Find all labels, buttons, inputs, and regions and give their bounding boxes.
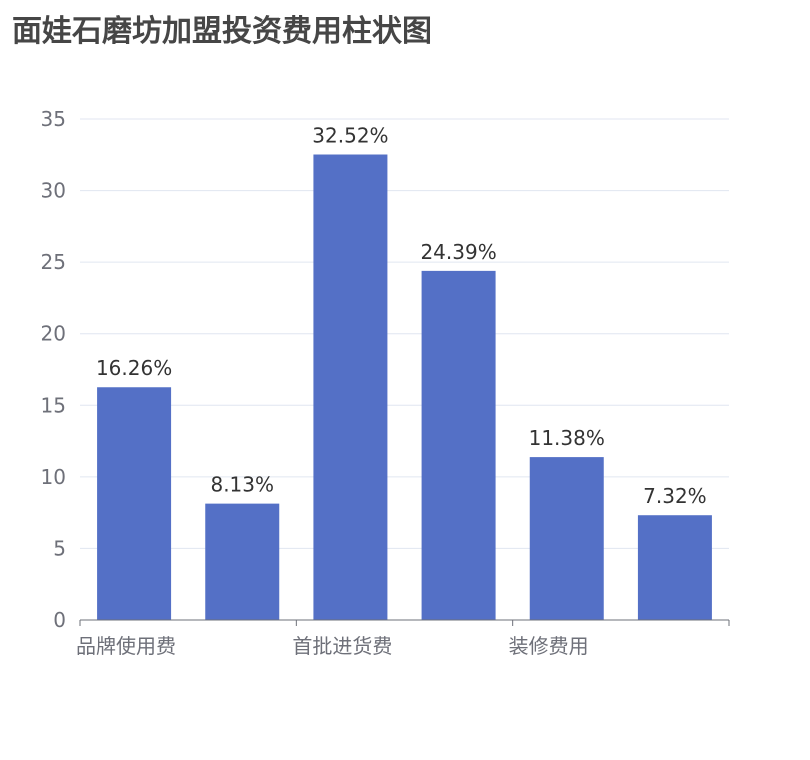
bar-value-label: 16.26%	[96, 356, 172, 380]
x-tick-label: 首批进货费	[292, 634, 392, 658]
y-tick-label: 20	[41, 322, 66, 346]
bars	[97, 154, 712, 620]
bar	[97, 387, 172, 620]
bar	[637, 515, 712, 620]
chart-title: 面娃石磨坊加盟投资费用柱状图	[12, 14, 432, 49]
y-tick-label: 0	[53, 608, 66, 632]
bar-value-label: 7.32%	[643, 484, 707, 508]
y-tick-label: 25	[41, 250, 66, 274]
bar-value-label: 32.52%	[312, 123, 388, 147]
grid-lines	[80, 118, 729, 549]
axes: 0 5 10 15 20 25 30 35 品牌使用费 首批进货费 装修费用	[41, 107, 730, 658]
bar	[313, 154, 388, 620]
data-labels: 16.26% 8.13% 32.52% 24.39% 11.38% 7.32%	[96, 123, 707, 508]
y-tick-label: 35	[41, 107, 66, 131]
x-tick-label: 品牌使用费	[76, 634, 176, 658]
y-tick-label: 30	[41, 179, 66, 203]
bar	[529, 457, 604, 620]
bar-value-label: 11.38%	[529, 426, 605, 450]
bar-value-label: 24.39%	[420, 240, 496, 264]
bar	[421, 270, 496, 620]
bar	[205, 503, 280, 620]
bar-value-label: 8.13%	[210, 473, 274, 497]
x-tick-label: 装修费用	[509, 634, 589, 658]
y-tick-label: 10	[41, 465, 66, 489]
y-tick-label: 5	[53, 536, 66, 560]
y-tick-label: 15	[41, 393, 66, 417]
